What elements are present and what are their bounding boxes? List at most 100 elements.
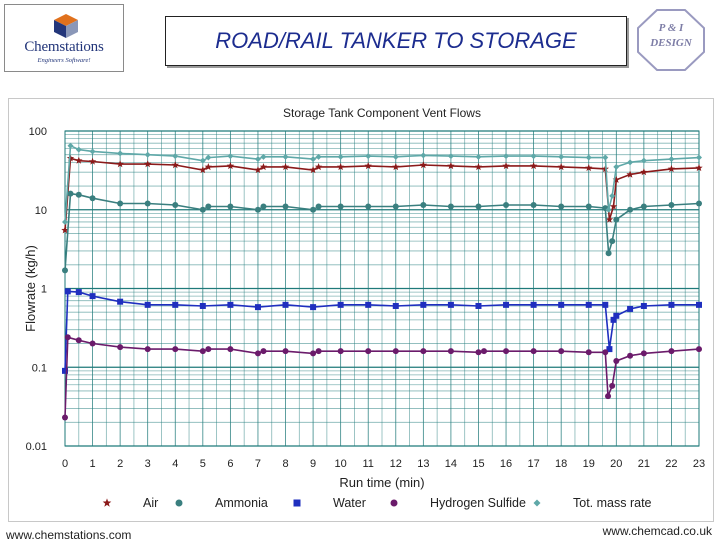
data-point-water: [602, 301, 609, 308]
y-tick-label: 0.1: [32, 362, 47, 374]
data-point-air: [309, 166, 317, 174]
data-point-air: [61, 226, 69, 234]
data-point-hydrogen-sulfide: [602, 349, 609, 356]
data-point-ammonia: [392, 203, 399, 210]
data-point-ammonia: [337, 203, 344, 210]
data-point-ammonia: [172, 201, 179, 208]
x-tick-label: 0: [62, 458, 68, 470]
data-point-tot-mass-rate: [260, 153, 267, 160]
logo-tagline: Engineers Software!: [37, 57, 91, 64]
data-point-water: [606, 346, 613, 353]
data-point-hydrogen-sulfide: [420, 348, 427, 355]
data-point-water: [199, 302, 206, 309]
data-point-air: [609, 202, 618, 210]
x-tick-label: 9: [310, 458, 316, 470]
data-point-tot-mass-rate: [117, 150, 124, 157]
data-point-hydrogen-sulfide: [144, 346, 151, 353]
data-point-tot-mass-rate: [530, 153, 537, 160]
data-point-hydrogen-sulfide: [585, 349, 592, 356]
footer-website-left[interactable]: www.chemstations.com: [6, 528, 132, 542]
data-point-water: [365, 301, 372, 308]
data-point-water: [530, 301, 537, 308]
data-point-water: [613, 312, 620, 319]
data-point-ammonia: [117, 200, 124, 207]
data-point-water: [75, 289, 82, 296]
y-tick-label: 10: [35, 205, 47, 217]
data-point-water: [696, 301, 702, 308]
data-point-air: [75, 156, 83, 164]
data-point-water: [117, 298, 124, 305]
data-point-ammonia: [668, 201, 675, 208]
legend-marker-ammonia: [175, 499, 183, 507]
legend-marker-tot-mass-rate: [533, 499, 541, 507]
x-tick-label: 7: [255, 458, 261, 470]
data-point-tot-mass-rate: [227, 153, 234, 160]
data-point-ammonia: [627, 206, 634, 213]
data-point-water: [227, 301, 234, 308]
series-ammonia: [62, 190, 702, 274]
data-point-hydrogen-sulfide: [337, 348, 344, 355]
data-point-ammonia: [696, 200, 702, 207]
grid-lines: [64, 130, 700, 447]
data-point-air: [447, 162, 455, 170]
data-point-air: [116, 160, 124, 168]
data-point-air: [585, 164, 593, 172]
data-point-hydrogen-sulfide: [609, 382, 616, 389]
data-point-tot-mass-rate: [613, 163, 620, 170]
data-point-hydrogen-sulfide: [282, 348, 289, 355]
data-point-air: [557, 163, 565, 171]
series-hydrogen-sulfide: [62, 334, 702, 421]
data-point-air: [336, 163, 345, 171]
data-point-tot-mass-rate: [365, 153, 372, 160]
data-point-air: [254, 166, 262, 174]
data-point-tot-mass-rate: [609, 192, 616, 199]
data-point-air: [392, 163, 400, 171]
x-tick-label: 1: [90, 458, 96, 470]
y-axis-label: Flowrate (kg/h): [23, 245, 38, 332]
data-point-air: [281, 163, 290, 171]
logo-cube-icon: [54, 14, 78, 38]
data-point-hydrogen-sulfide: [668, 348, 675, 355]
data-point-ammonia: [585, 203, 592, 210]
data-point-air: [626, 170, 634, 178]
data-point-hydrogen-sulfide: [205, 346, 212, 353]
data-point-ammonia: [613, 216, 620, 223]
data-point-water: [420, 301, 427, 308]
data-point-air: [695, 164, 703, 172]
legend-label-tot-mass-rate: Tot. mass rate: [573, 496, 652, 510]
data-point-tot-mass-rate: [668, 156, 675, 163]
data-point-hydrogen-sulfide: [365, 348, 372, 355]
data-point-tot-mass-rate: [282, 153, 289, 160]
badge-line-2: DESIGN: [650, 37, 692, 49]
data-point-ammonia: [62, 267, 68, 274]
footer-website-right[interactable]: www.chemcad.co.uk: [602, 524, 712, 538]
data-point-air: [259, 163, 268, 171]
data-point-air: [314, 163, 323, 171]
data-point-water: [447, 301, 454, 308]
data-point-hydrogen-sulfide: [447, 348, 454, 355]
data-point-air: [605, 215, 614, 223]
data-point-tot-mass-rate: [558, 153, 565, 160]
data-point-tot-mass-rate: [503, 153, 510, 160]
vent-flow-chart: Storage Tank Component Vent Flows Run tim…: [23, 106, 705, 510]
x-tick-label: 15: [472, 458, 484, 470]
data-point-ammonia: [640, 203, 647, 210]
data-point-hydrogen-sulfide: [475, 349, 482, 356]
data-point-ammonia: [503, 201, 510, 208]
data-point-water: [627, 305, 634, 312]
data-point-air: [667, 165, 676, 173]
data-point-air: [612, 175, 620, 183]
chart-title: Storage Tank Component Vent Flows: [283, 106, 481, 120]
data-point-hydrogen-sulfide: [627, 352, 634, 359]
title-banner: ROAD/RAIL TANKER TO STORAGE: [165, 16, 627, 66]
series-air: [61, 154, 703, 234]
data-point-tot-mass-rate: [602, 154, 609, 161]
data-point-hydrogen-sulfide: [696, 346, 702, 353]
data-point-hydrogen-sulfide: [503, 348, 510, 355]
data-point-hydrogen-sulfide: [117, 344, 124, 351]
data-point-hydrogen-sulfide: [315, 348, 322, 355]
data-point-tot-mass-rate: [475, 153, 482, 160]
data-point-tot-mass-rate: [89, 148, 96, 155]
series-line-hydrogen-sulfide: [64, 336, 700, 418]
x-tick-label: 20: [610, 458, 622, 470]
